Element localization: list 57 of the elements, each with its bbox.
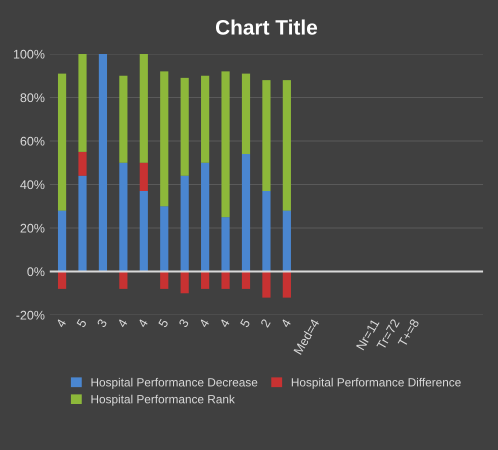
- x-tick-label: 4: [198, 318, 210, 328]
- x-tick-label: 5: [240, 318, 250, 328]
- x-tick-label: 2: [260, 318, 271, 328]
- bar: [98, 54, 108, 272]
- bar: [58, 74, 66, 211]
- bar: [282, 80, 291, 211]
- bar: [242, 74, 250, 154]
- bar: [180, 272, 189, 294]
- bar: [140, 54, 148, 163]
- bar: [140, 162, 148, 192]
- y-tick-label: 100%: [14, 50, 44, 59]
- bar: [78, 176, 87, 272]
- bar: [221, 272, 230, 289]
- y-tick-label: 40%: [20, 180, 44, 190]
- bar: [221, 71, 230, 218]
- y-tick-label: 60%: [20, 136, 44, 146]
- bar: [119, 76, 128, 163]
- bar: [282, 272, 291, 298]
- x-tick-label: 4: [117, 318, 128, 328]
- bar: [221, 217, 230, 272]
- bar: [242, 272, 250, 289]
- bar: [201, 162, 210, 272]
- bar: [78, 54, 87, 152]
- x-tick-label: 4: [138, 318, 148, 328]
- x-tick-label: 3: [96, 318, 108, 328]
- bar: [262, 80, 271, 192]
- bar: [242, 154, 250, 272]
- y-tick-label: 80%: [20, 93, 44, 102]
- bar: [201, 76, 210, 163]
- bar: [201, 272, 210, 289]
- chart-title: Chart Title: [216, 19, 318, 35]
- x-tick-label: 5: [158, 318, 169, 328]
- legend-label: Hospital Performance Decrease: [91, 378, 258, 389]
- bar: [119, 272, 128, 289]
- x-tick-label: 3: [178, 318, 190, 328]
- x-tick-label: 4: [280, 318, 292, 328]
- bar: [58, 272, 66, 289]
- x-tick-label: 4: [219, 318, 230, 328]
- y-tick-label: -20%: [16, 310, 44, 320]
- legend-label: Hospital Performance Rank: [91, 394, 235, 406]
- x-tick-label: 5: [76, 318, 87, 328]
- legend-label: Hospital Performance Difference: [292, 378, 461, 389]
- y-tick-label: 20%: [20, 224, 44, 233]
- bar: [262, 191, 271, 272]
- bar: [78, 152, 87, 176]
- x-tick-label: 4: [56, 318, 66, 328]
- y-tick-label: 0%: [27, 267, 44, 276]
- bar: [180, 78, 189, 176]
- bar: [160, 71, 168, 206]
- bar: [282, 210, 291, 272]
- bar: [180, 176, 189, 272]
- bar: [58, 210, 66, 272]
- bar: [119, 162, 128, 272]
- bar: [262, 272, 271, 298]
- bar: [160, 272, 168, 289]
- bar: [160, 206, 168, 272]
- bar: [140, 191, 148, 272]
